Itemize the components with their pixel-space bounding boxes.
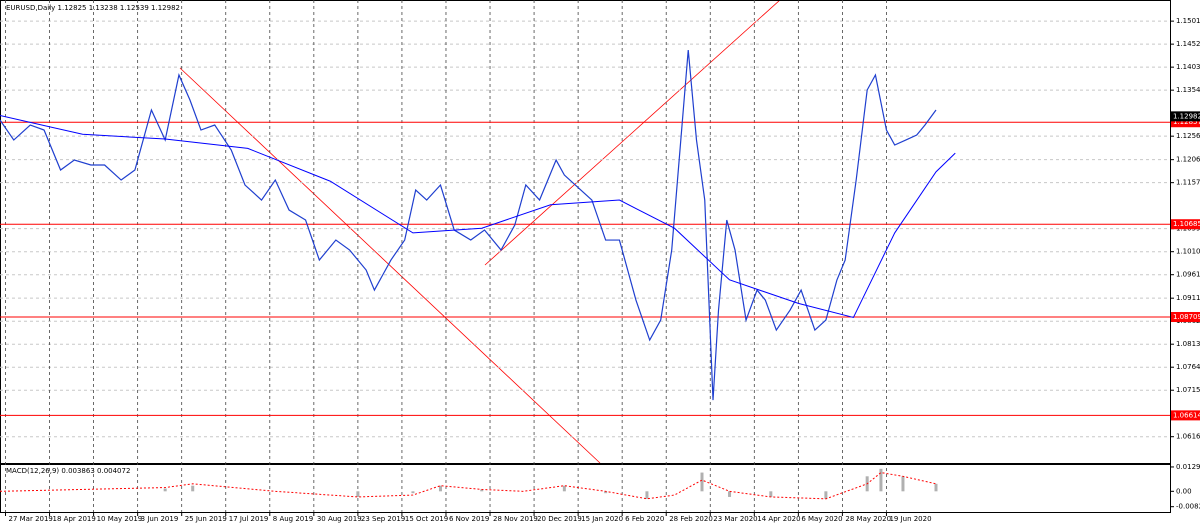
- y-tick-label: 0.00: [1176, 487, 1192, 495]
- y-tick-label: 1.09610: [1176, 271, 1200, 279]
- x-tick-label: 15 Jan 2020: [581, 515, 623, 523]
- x-tick-label: 23 Sep 2019: [361, 515, 405, 523]
- y-tick-label: 0.01299: [1176, 463, 1200, 471]
- y-tick-label: 1.12060: [1176, 156, 1200, 164]
- histogram-bar: [163, 488, 167, 492]
- level-tag: [1171, 219, 1200, 230]
- level-label: 1.12857: [1173, 118, 1200, 126]
- x-tick-label: 28 Feb 2020: [669, 515, 713, 523]
- x-tick-label: 6 Feb 2020: [625, 515, 664, 523]
- price-tag: [1171, 111, 1200, 122]
- level-tag: [1171, 117, 1200, 128]
- y-tick-label: 1.07150: [1176, 386, 1200, 394]
- y-tick-label: 1.14520: [1176, 40, 1200, 48]
- histogram-bar: [191, 485, 195, 492]
- y-tick-label: 1.09110: [1176, 294, 1200, 302]
- x-tick-label: 19 Jun 2020: [889, 515, 931, 523]
- price-line: [0, 49, 937, 401]
- histogram-bar: [356, 491, 360, 497]
- histogram-bar: [824, 491, 828, 499]
- y-tick-label: 1.08130: [1176, 340, 1200, 348]
- signal-line: [0, 472, 937, 500]
- histogram-bar: [562, 485, 566, 492]
- x-tick-label: 23 Mar 2020: [713, 515, 757, 523]
- y-tick-label: 1.14030: [1176, 63, 1200, 71]
- histogram-bar: [901, 476, 905, 492]
- x-tick-label: 30 Aug 2019: [317, 515, 362, 523]
- trend-line: [484, 0, 781, 266]
- histogram-bar: [879, 468, 883, 492]
- histogram-bar: [645, 491, 649, 499]
- macd-frame: [0, 464, 1171, 513]
- y-tick-label: -0.00820: [1176, 503, 1200, 511]
- x-tick-label: 27 Mar 2019: [9, 515, 53, 523]
- x-tick-label: 3 Jun 2019: [141, 515, 179, 523]
- trend-line: [179, 67, 601, 464]
- x-tick-label: 28 May 2020: [845, 515, 891, 523]
- histogram-bar: [438, 485, 442, 492]
- x-tick-label: 14 Apr 2020: [757, 515, 800, 523]
- macd-title: MACD(12,26,9) 0.003863 0.004072: [6, 467, 130, 475]
- level-label: 1.06614: [1173, 411, 1200, 419]
- histogram-bar: [700, 472, 704, 492]
- y-tick-label: 1.15010: [1176, 17, 1200, 25]
- level-tag: [1171, 312, 1200, 323]
- ma-line: [0, 115, 956, 319]
- histogram-bar: [728, 491, 732, 497]
- histogram-bar: [769, 491, 773, 497]
- y-tick-label: 1.06160: [1176, 433, 1200, 441]
- histogram-bar: [411, 491, 415, 494]
- x-tick-label: 15 Oct 2019: [405, 515, 448, 523]
- x-tick-label: 6 May 2020: [801, 515, 842, 523]
- x-tick-label: 25 Jun 2019: [185, 515, 227, 523]
- plot-frame: [0, 0, 1171, 464]
- histogram-bar: [934, 483, 938, 492]
- y-tick-label: 1.12560: [1176, 132, 1200, 140]
- x-tick-label: 18 Apr 2019: [53, 515, 96, 523]
- x-tick-label: 8 Aug 2019: [273, 515, 313, 523]
- x-tick-label: 6 Nov 2019: [449, 515, 489, 523]
- level-label: 1.08709: [1173, 313, 1200, 321]
- y-tick-label: 1.13540: [1176, 86, 1200, 94]
- y-tick-label: 1.07640: [1176, 363, 1200, 371]
- histogram-bar: [480, 489, 484, 492]
- x-tick-label: 10 May 2019: [97, 515, 143, 523]
- x-tick-label: 20 Dec 2019: [537, 515, 582, 523]
- y-tick-label: 1.10100: [1176, 248, 1200, 256]
- level-tag: [1171, 410, 1200, 421]
- histogram-bar: [604, 491, 608, 494]
- y-tick-label: 1.11570: [1176, 179, 1200, 187]
- chart-title: EURUSD,Daily 1.12825 1.13238 1.12539 1.1…: [6, 4, 180, 12]
- level-label: 1.10685: [1173, 220, 1200, 228]
- x-tick-label: 28 Nov 2019: [493, 515, 538, 523]
- price-label: 1.12982: [1173, 112, 1200, 120]
- x-tick-label: 17 Jul 2019: [229, 515, 269, 523]
